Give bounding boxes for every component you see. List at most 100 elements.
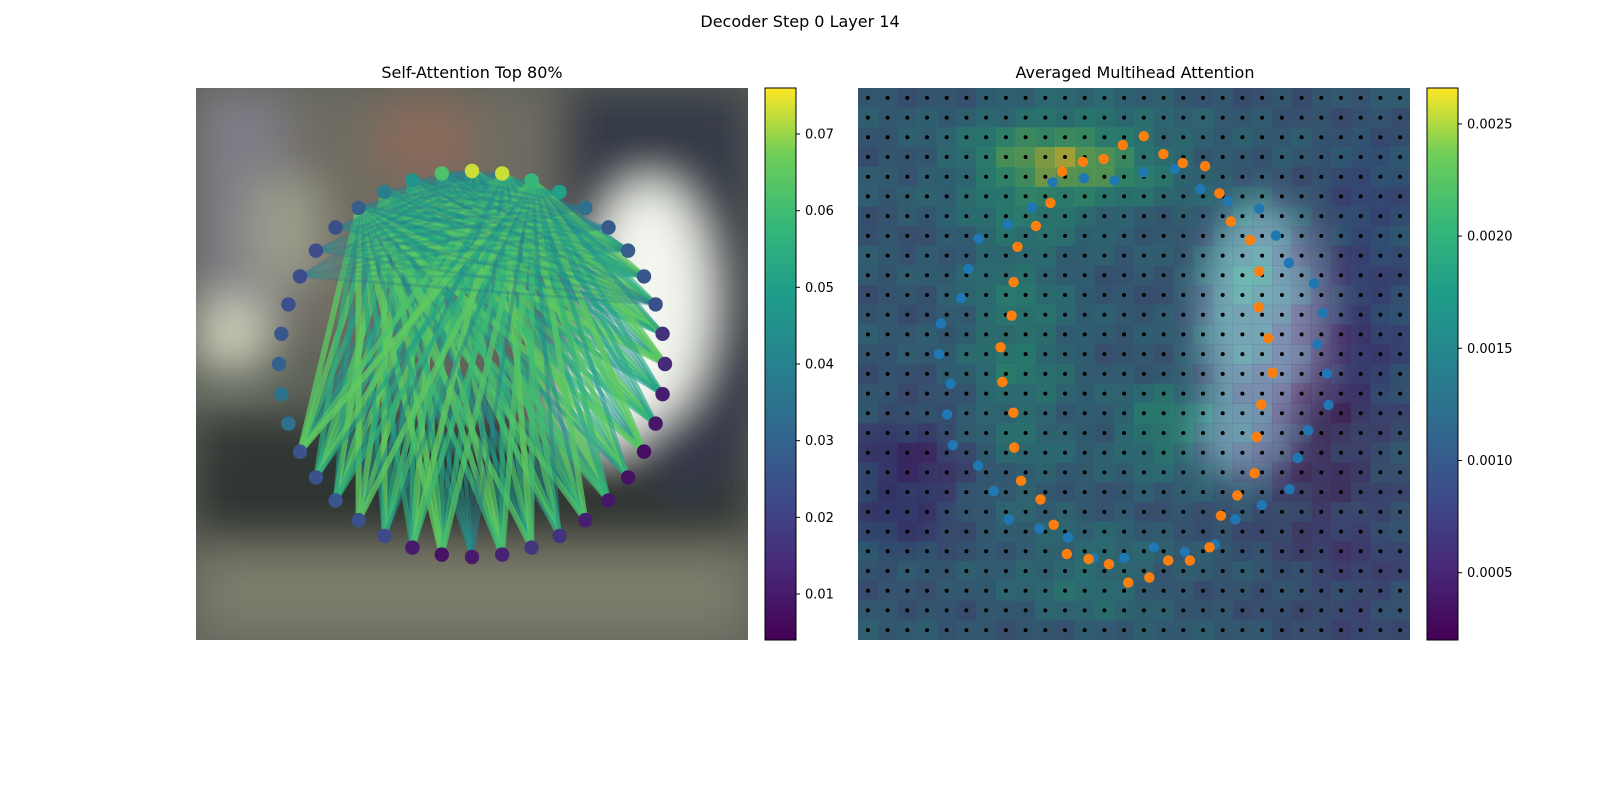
grid-dot — [1082, 233, 1087, 238]
grid-dot — [1122, 352, 1127, 357]
grid-dot — [1398, 233, 1403, 238]
grid-dot — [1378, 509, 1383, 514]
grid-dot — [1260, 628, 1265, 633]
grid-dot — [1122, 569, 1127, 573]
grid-dot — [1240, 332, 1245, 337]
grid-dot — [944, 214, 949, 219]
grid-dot — [1082, 431, 1087, 435]
orange-keypoint — [1123, 577, 1134, 588]
grid-dot — [865, 470, 870, 475]
grid-dot — [1102, 233, 1107, 238]
orange-keypoint — [1215, 510, 1227, 521]
blue-keypoint — [972, 460, 984, 471]
grid-dot — [1398, 529, 1403, 534]
blue-keypoint — [973, 233, 984, 244]
grid-dot — [1339, 273, 1343, 278]
grid-dot — [1398, 450, 1403, 455]
grid-dot — [1201, 135, 1205, 140]
attention-node — [648, 416, 663, 431]
grid-dot — [1339, 371, 1343, 376]
grid-dot — [1358, 431, 1363, 435]
grid-dot — [1339, 95, 1343, 100]
grid-dot — [1023, 608, 1028, 613]
orange-keypoint — [1015, 475, 1027, 486]
blue-keypoint — [1078, 173, 1090, 184]
grid-dot — [1279, 273, 1284, 278]
grid-dot — [964, 628, 969, 633]
attention-node — [495, 166, 510, 181]
grid-dot — [1102, 569, 1107, 573]
grid-dot — [1003, 470, 1008, 475]
grid-dot — [1378, 95, 1383, 100]
attention-node — [274, 387, 289, 402]
orange-keypoint — [1267, 367, 1278, 378]
grid-dot — [1043, 509, 1048, 514]
attention-edges — [297, 168, 668, 560]
grid-dot — [1339, 450, 1343, 455]
grid-dot — [1339, 569, 1343, 573]
grid-dot — [905, 233, 910, 238]
orange-keypoint — [1254, 266, 1265, 277]
grid-dot — [1299, 529, 1304, 534]
grid-dot — [1161, 509, 1166, 514]
grid-dot — [905, 391, 910, 396]
grid-dot — [1063, 529, 1067, 534]
attention-edge — [335, 226, 629, 253]
left-colorbar: 0.01 0.02 0.03 0.04 0.05 0.06 0.07 — [764, 87, 834, 641]
grid-dot — [944, 115, 949, 120]
grid-dot — [1319, 95, 1324, 100]
grid-dot — [905, 450, 910, 455]
grid-dot — [1023, 312, 1028, 317]
grid-dot — [1161, 253, 1166, 258]
attention-edge — [412, 178, 560, 194]
left-panel-title: Self-Attention Top 80% — [381, 63, 563, 82]
grid-dot — [1201, 509, 1205, 514]
keypoint-series — [933, 131, 1334, 588]
orange-keypoint — [1225, 216, 1237, 227]
grid-dot — [1398, 332, 1403, 337]
blue-keypoint — [1169, 163, 1181, 175]
blue-keypoint — [1222, 196, 1233, 207]
grid-dot — [1161, 135, 1166, 140]
grid-dot — [1378, 253, 1383, 258]
grid-dot — [1358, 135, 1363, 140]
right-panel-title: Averaged Multihead Attention — [1015, 63, 1255, 82]
grid-dot — [905, 431, 910, 435]
grid-dot — [1319, 588, 1324, 593]
grid-dot — [1220, 549, 1225, 554]
grid-dot — [1102, 115, 1107, 120]
grid-dot — [1279, 549, 1284, 554]
grid-dot — [1319, 391, 1324, 396]
grid-dot — [925, 233, 929, 238]
grid-dot — [1023, 588, 1028, 593]
grid-dot — [984, 135, 989, 140]
attention-node — [292, 269, 308, 284]
grid-dot — [1181, 273, 1186, 278]
grid-dot — [964, 214, 969, 219]
orange-keypoint — [1214, 188, 1225, 199]
grid-dot — [1023, 332, 1028, 337]
grid-dot — [1220, 470, 1225, 475]
attention-edge — [299, 190, 561, 278]
grid-dot — [1279, 431, 1284, 435]
attention-edge — [333, 205, 361, 503]
grid-dot — [1220, 628, 1225, 633]
grid-dot — [1260, 509, 1265, 514]
grid-dot — [964, 450, 969, 455]
grid-dot — [1003, 490, 1008, 495]
grid-dot — [1181, 509, 1186, 514]
grid-dot — [905, 411, 910, 416]
grid-dot — [1378, 608, 1383, 613]
grid-dot — [1240, 253, 1245, 258]
grid-dot — [944, 431, 949, 435]
orange-keypoint — [1048, 519, 1059, 530]
attention-node — [434, 166, 449, 181]
grid-dot — [865, 155, 870, 159]
grid-dot — [1319, 352, 1324, 357]
grid-dot — [1240, 391, 1245, 396]
grid-dot — [1240, 233, 1245, 238]
grid-dot — [1161, 115, 1166, 120]
figure-title: Decoder Step 0 Layer 14 — [700, 12, 900, 31]
grid-dot — [1082, 312, 1087, 317]
attention-node — [578, 200, 593, 216]
